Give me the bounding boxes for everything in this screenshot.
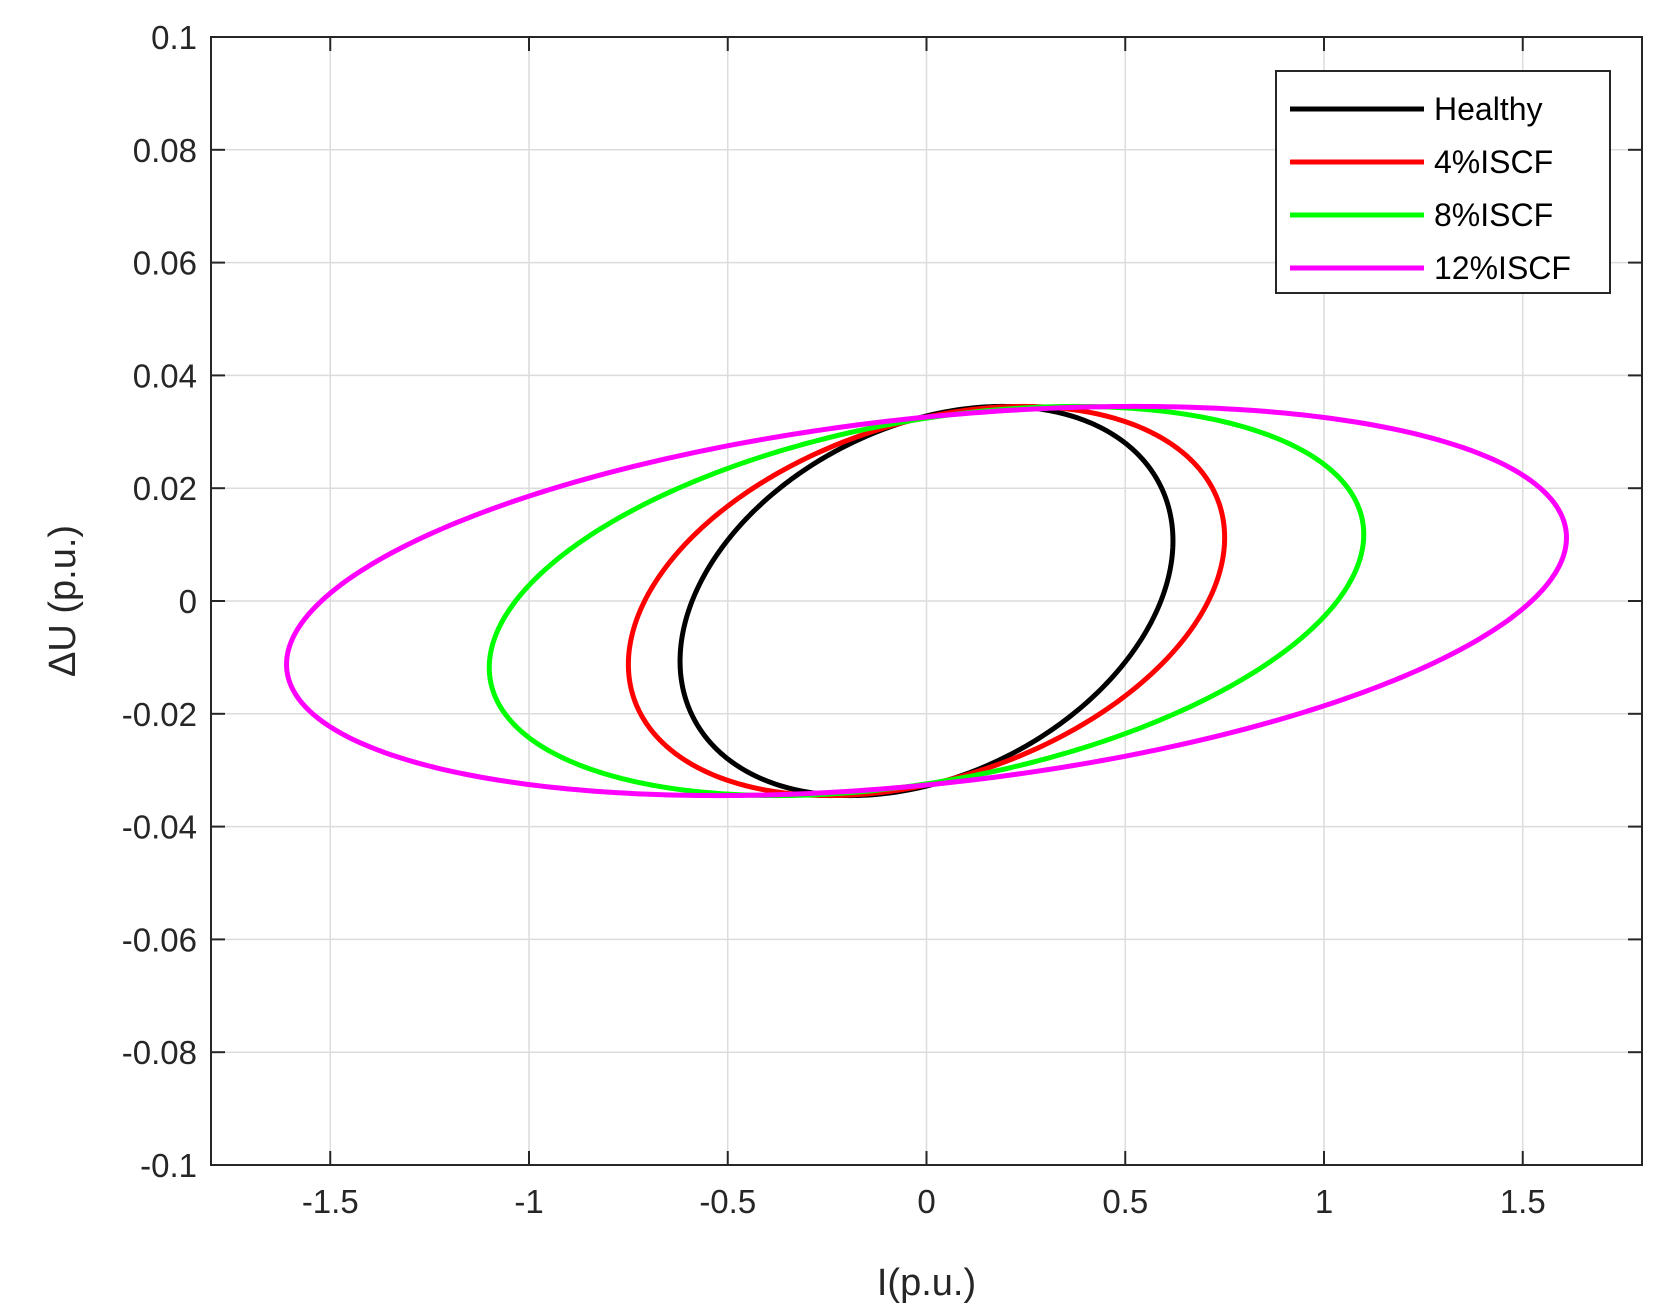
x-tick-label: 1.5 [1500, 1183, 1546, 1220]
x-tick-label: 0.5 [1102, 1183, 1148, 1220]
series-curve-3 [284, 403, 1569, 799]
x-tick-label: 0 [917, 1183, 935, 1220]
legend: Healthy 4%ISCF 8%ISCF 12%ISCF [1275, 70, 1611, 294]
legend-label-1: 4%ISCF [1434, 144, 1553, 180]
x-tick-label: 1 [1315, 1183, 1333, 1220]
y-tick-label: 0.04 [133, 357, 197, 394]
x-tick-label: -0.5 [699, 1183, 756, 1220]
x-tick-label: -1 [514, 1183, 543, 1220]
y-tick-label: -0.04 [122, 809, 197, 846]
y-tick-label: -0.08 [122, 1034, 197, 1071]
y-tick-label: -0.02 [122, 696, 197, 733]
x-axis-label: I(p.u.) [877, 1262, 976, 1304]
legend-label-2: 8%ISCF [1434, 197, 1553, 233]
y-tick-label: -0.06 [122, 921, 197, 958]
legend-label-3: 12%ISCF [1434, 250, 1571, 286]
series-curves [284, 403, 1569, 799]
y-tick-label: 0.1 [151, 19, 197, 56]
x-tick-label: -1.5 [302, 1183, 359, 1220]
y-tick-label: 0 [179, 583, 197, 620]
legend-label-0: Healthy [1434, 91, 1543, 127]
axis-ticks [211, 36, 1642, 1166]
y-tick-label: 0.08 [133, 132, 197, 169]
x-tick-labels: -1.5 -1 -0.5 0 0.5 1 1.5 [302, 1183, 1546, 1220]
y-tick-labels: -0.1 -0.08 -0.06 -0.04 -0.02 0 0.02 0.04 0.06 0.0… [122, 19, 197, 1184]
y-tick-label: 0.02 [133, 470, 197, 507]
y-tick-label: -0.1 [140, 1147, 197, 1184]
y-axis-label: ΔU (p.u.) [42, 525, 84, 677]
y-tick-label: 0.06 [133, 245, 197, 282]
